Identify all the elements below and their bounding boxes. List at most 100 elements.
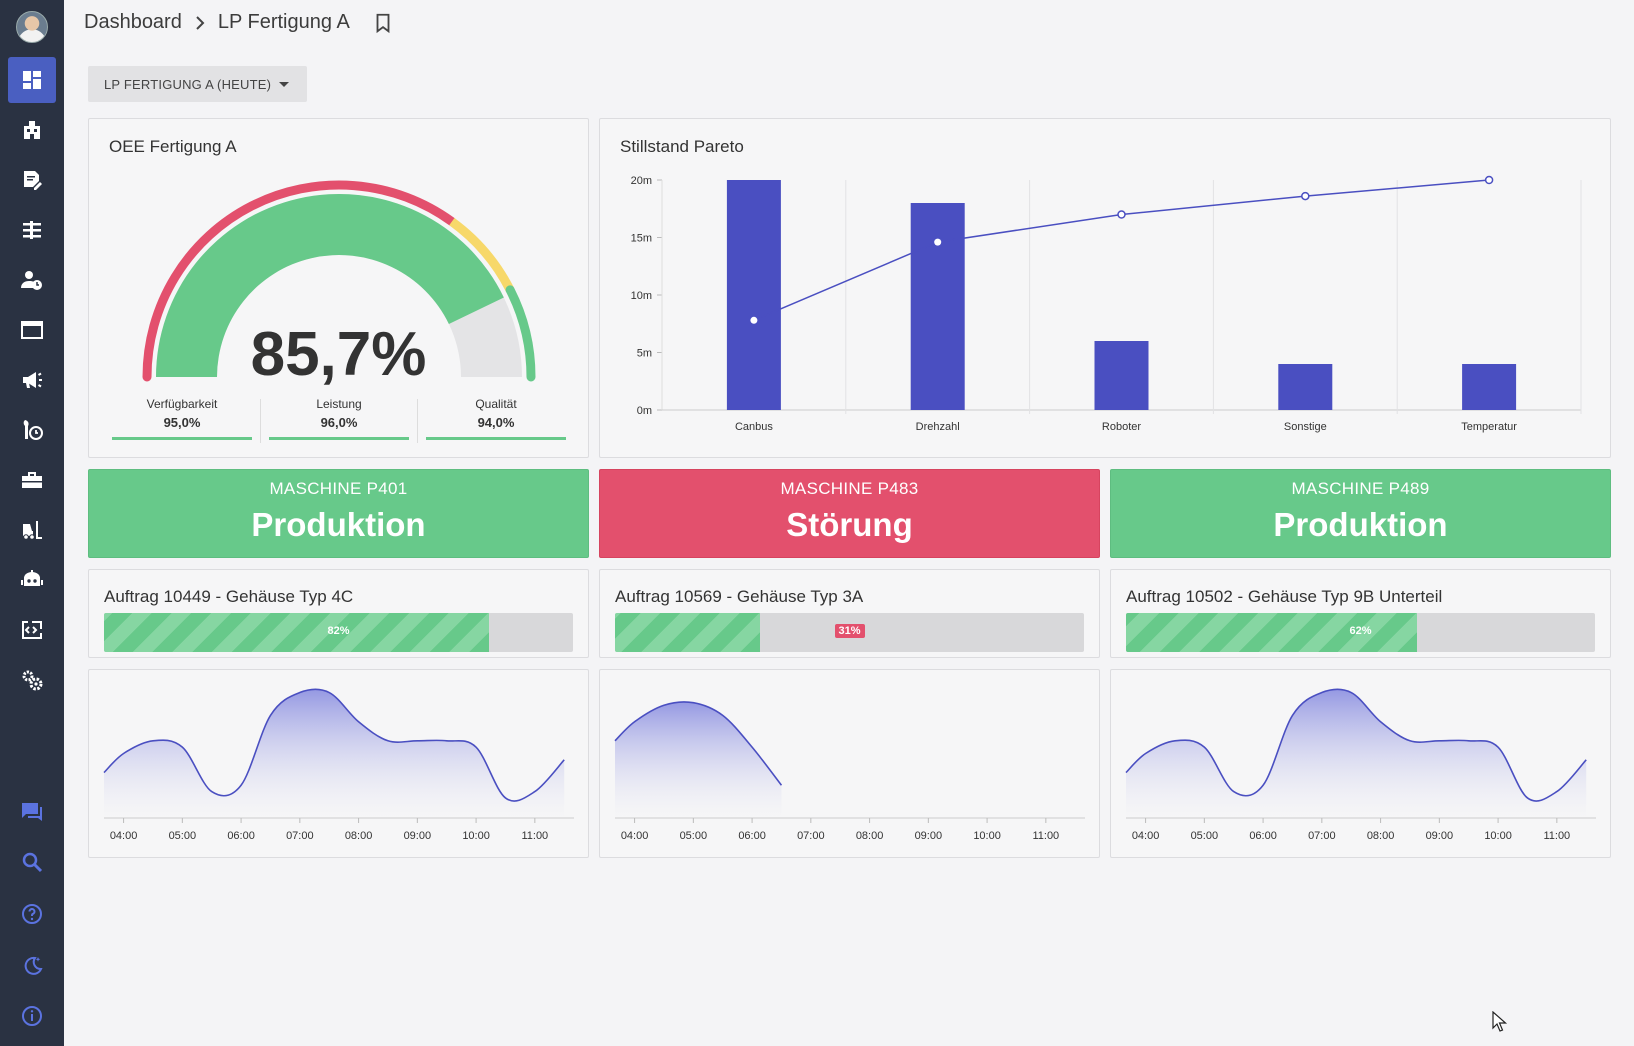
output-area-chart: 04:00 05:00 06:00 07:00 08:00 09:00 10:00 11:00: [614, 701, 1085, 842]
machine-status-p489[interactable]: MASCHINE P489 Produktion: [1110, 469, 1611, 558]
help-icon[interactable]: [8, 891, 56, 937]
order-progress-bar: 82%: [104, 613, 573, 652]
machine-status-p401[interactable]: MASCHINE P401 Produktion: [88, 469, 589, 558]
x-tick-label: 11:00: [521, 830, 548, 842]
wrench-clock-icon[interactable]: [8, 407, 56, 453]
x-tick-label: 10:00: [973, 830, 1001, 842]
sidebar: [0, 0, 64, 1046]
progress-label: 31%: [834, 624, 865, 638]
breadcrumb-current: LP Fertigung A: [217, 11, 350, 33]
x-tick-label: 06:00: [738, 830, 766, 842]
x-tick-label: 11:00: [1543, 830, 1570, 842]
area-fill: [1126, 689, 1587, 817]
line-selector-dropdown[interactable]: LP FERTIGUNG A (HEUTE): [88, 66, 307, 102]
order-card-10502[interactable]: Auftrag 10502 - Gehäuse Typ 9B Unterteil…: [1110, 569, 1611, 658]
y-tick-label: 15m: [631, 233, 652, 245]
info-icon[interactable]: [8, 993, 56, 1039]
robot-icon[interactable]: [8, 557, 56, 603]
area-line: [103, 688, 565, 802]
window-icon[interactable]: [8, 307, 56, 353]
x-tick-label: 05:00: [169, 830, 197, 842]
output-area-chart: 04:00 05:00 06:00 07:00 08:00 09:00 10:00 11:00: [103, 688, 574, 842]
x-tick-label: 04:00: [621, 830, 649, 842]
search-icon[interactable]: [8, 839, 56, 885]
output-chart-card-p483: 04:00 05:00 06:00 07:00 08:00 09:00 10:00 11:00: [599, 669, 1100, 858]
oee-value: 85,7%: [250, 320, 427, 389]
x-tick-label: 08:00: [345, 830, 373, 842]
x-tick-label: 08:00: [856, 830, 884, 842]
breadcrumb-root[interactable]: Dashboard: [84, 11, 182, 33]
pareto-chart: 0m 5m 10m 15m 20m Canbus Drehzahl Roboter Sonsti…: [631, 175, 1582, 433]
mouse-cursor-icon: [1492, 1011, 1508, 1032]
cumulative-point: [750, 316, 758, 324]
x-tick-label: 06:00: [1249, 830, 1277, 842]
dashboard-icon[interactable]: [8, 57, 56, 103]
y-tick-label: 10m: [631, 290, 652, 302]
avatar[interactable]: [16, 11, 48, 43]
hierarchy-icon[interactable]: [8, 207, 56, 253]
megaphone-icon[interactable]: [8, 357, 56, 403]
x-tick-label: 04:00: [110, 830, 138, 842]
x-tick-label: 11:00: [1032, 830, 1059, 842]
x-tick-label: 05:00: [1191, 830, 1219, 842]
kpi-label: Leistung: [316, 397, 362, 411]
oee-gauge: [142, 180, 536, 382]
bar: [726, 180, 781, 410]
machine-state: Produktion: [1273, 506, 1448, 543]
forklift-icon[interactable]: [8, 507, 56, 553]
pareto-title: Stillstand Pareto: [620, 137, 744, 156]
pareto-card: Stillstand Pareto 0m 5m 10m 15m 20m Canbus Dre…: [599, 118, 1611, 458]
x-tick-label: 06:00: [227, 830, 255, 842]
x-tick-label: 05:00: [680, 830, 708, 842]
oee-card: OEE Fertigung A 85,7% Verfügbarkeit 95,0…: [88, 118, 589, 458]
progress-label: 82%: [327, 625, 350, 637]
x-tick-label: 09:00: [915, 830, 943, 842]
x-tick-label: Sonstige: [1284, 421, 1327, 433]
cumulative-point: [1484, 175, 1494, 185]
edit-document-icon[interactable]: [8, 157, 56, 203]
building-icon[interactable]: [8, 107, 56, 153]
code-export-icon[interactable]: [8, 607, 56, 653]
machine-state: Produktion: [251, 506, 426, 543]
bar: [1462, 364, 1517, 410]
x-tick-label: Drehzahl: [916, 421, 960, 433]
toolbox-icon[interactable]: [8, 457, 56, 503]
gauge-band-red: [142, 180, 457, 382]
area-fill: [615, 701, 782, 817]
x-tick-label: 10:00: [462, 830, 490, 842]
area-fill: [104, 689, 565, 817]
machine-status-p483[interactable]: MASCHINE P483 Störung: [599, 469, 1100, 558]
output-chart-card-p401: 04:00 05:00 06:00 07:00 08:00 09:00 10:00 11:00: [88, 669, 589, 858]
order-card-10449[interactable]: Auftrag 10449 - Gehäuse Typ 4C 82%: [88, 569, 589, 658]
cumulative-point: [934, 238, 942, 246]
chat-icon[interactable]: [8, 789, 56, 835]
x-tick-label: 04:00: [1132, 830, 1160, 842]
kpi-quality: Qualität 94,0%: [426, 397, 566, 440]
bookmark-icon[interactable]: [372, 12, 394, 34]
x-tick-label: Canbus: [735, 421, 773, 433]
breadcrumb: Dashboard LP Fertigung A: [84, 11, 394, 34]
progress-fill: [615, 613, 761, 652]
order-progress-bar: 62%: [1126, 613, 1595, 652]
x-tick-label: 07:00: [286, 830, 314, 842]
y-tick-label: 20m: [631, 175, 652, 187]
settings-gears-icon[interactable]: [8, 657, 56, 703]
kpi-bar: [269, 437, 409, 440]
kpi-bar: [112, 437, 252, 440]
caret-down-icon: [279, 81, 290, 87]
area-line: [614, 701, 783, 786]
order-card-10569[interactable]: Auftrag 10569 - Gehäuse Typ 3A 31%: [599, 569, 1100, 658]
night-mode-icon[interactable]: [8, 943, 56, 989]
bar: [910, 203, 965, 410]
kpi-label: Verfügbarkeit: [146, 397, 218, 411]
kpi-availability: Verfügbarkeit 95,0%: [112, 397, 252, 440]
user-clock-icon[interactable]: [8, 257, 56, 303]
cumulative-point: [1301, 191, 1310, 201]
y-tick-label: 5m: [637, 348, 652, 360]
x-tick-label: Temperatur: [1461, 421, 1517, 433]
cumulative-line: [753, 179, 1490, 321]
kpi-performance: Leistung 96,0%: [269, 397, 409, 440]
oee-title: OEE Fertigung A: [109, 137, 237, 156]
x-tick-label: 07:00: [797, 830, 825, 842]
area-line: [1125, 688, 1587, 802]
